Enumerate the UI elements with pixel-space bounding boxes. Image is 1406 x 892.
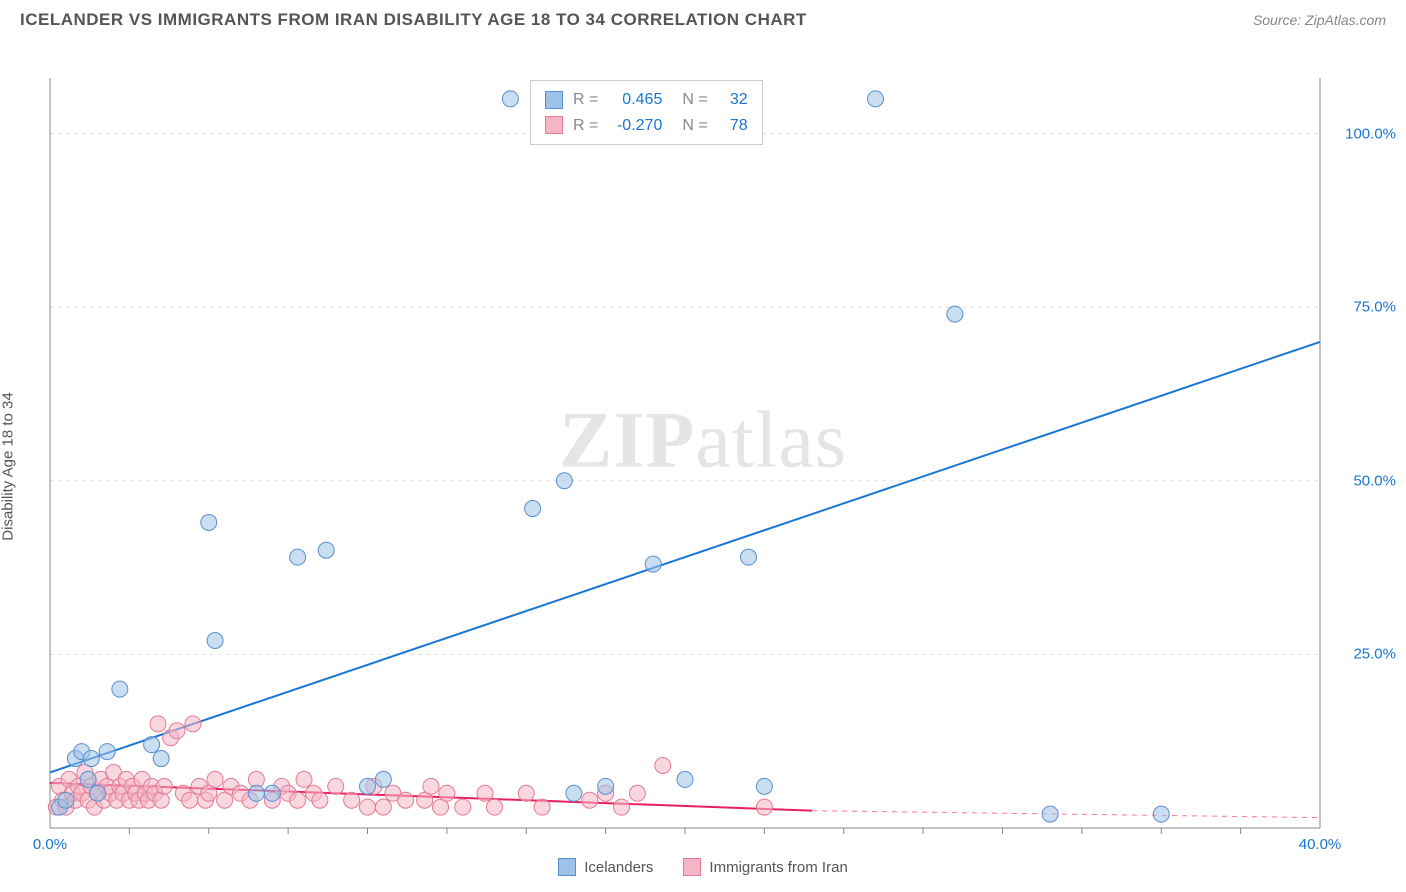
- legend-item-iran: Immigrants from Iran: [683, 858, 847, 876]
- legend-swatch-icelanders: [558, 858, 576, 876]
- x-tick-label: 0.0%: [33, 836, 67, 853]
- legend-label-icelanders: Icelanders: [584, 859, 653, 876]
- stat-row: R =0.465N =32: [545, 87, 748, 113]
- x-tick-label: 40.0%: [1299, 836, 1342, 853]
- y-tick-label: 100.0%: [1345, 125, 1396, 142]
- y-axis-label: Disability Age 18 to 34: [0, 392, 17, 540]
- stat-box: R =0.465N =32R =-0.270N =78: [530, 80, 763, 145]
- y-tick-label: 75.0%: [1353, 299, 1396, 316]
- legend-label-iran: Immigrants from Iran: [709, 859, 847, 876]
- stat-row: R =-0.270N =78: [545, 113, 748, 139]
- legend-swatch-iran: [683, 858, 701, 876]
- chart-area: Disability Age 18 to 34 ZIPatlas Iceland…: [0, 38, 1406, 878]
- source-label: Source: ZipAtlas.com: [1253, 12, 1386, 28]
- scatter-plot: [0, 38, 1406, 848]
- y-tick-label: 50.0%: [1353, 472, 1396, 489]
- chart-title: ICELANDER VS IMMIGRANTS FROM IRAN DISABI…: [20, 10, 807, 30]
- legend-item-icelanders: Icelanders: [558, 858, 653, 876]
- y-tick-label: 25.0%: [1353, 646, 1396, 663]
- bottom-legend: Icelanders Immigrants from Iran: [0, 858, 1406, 876]
